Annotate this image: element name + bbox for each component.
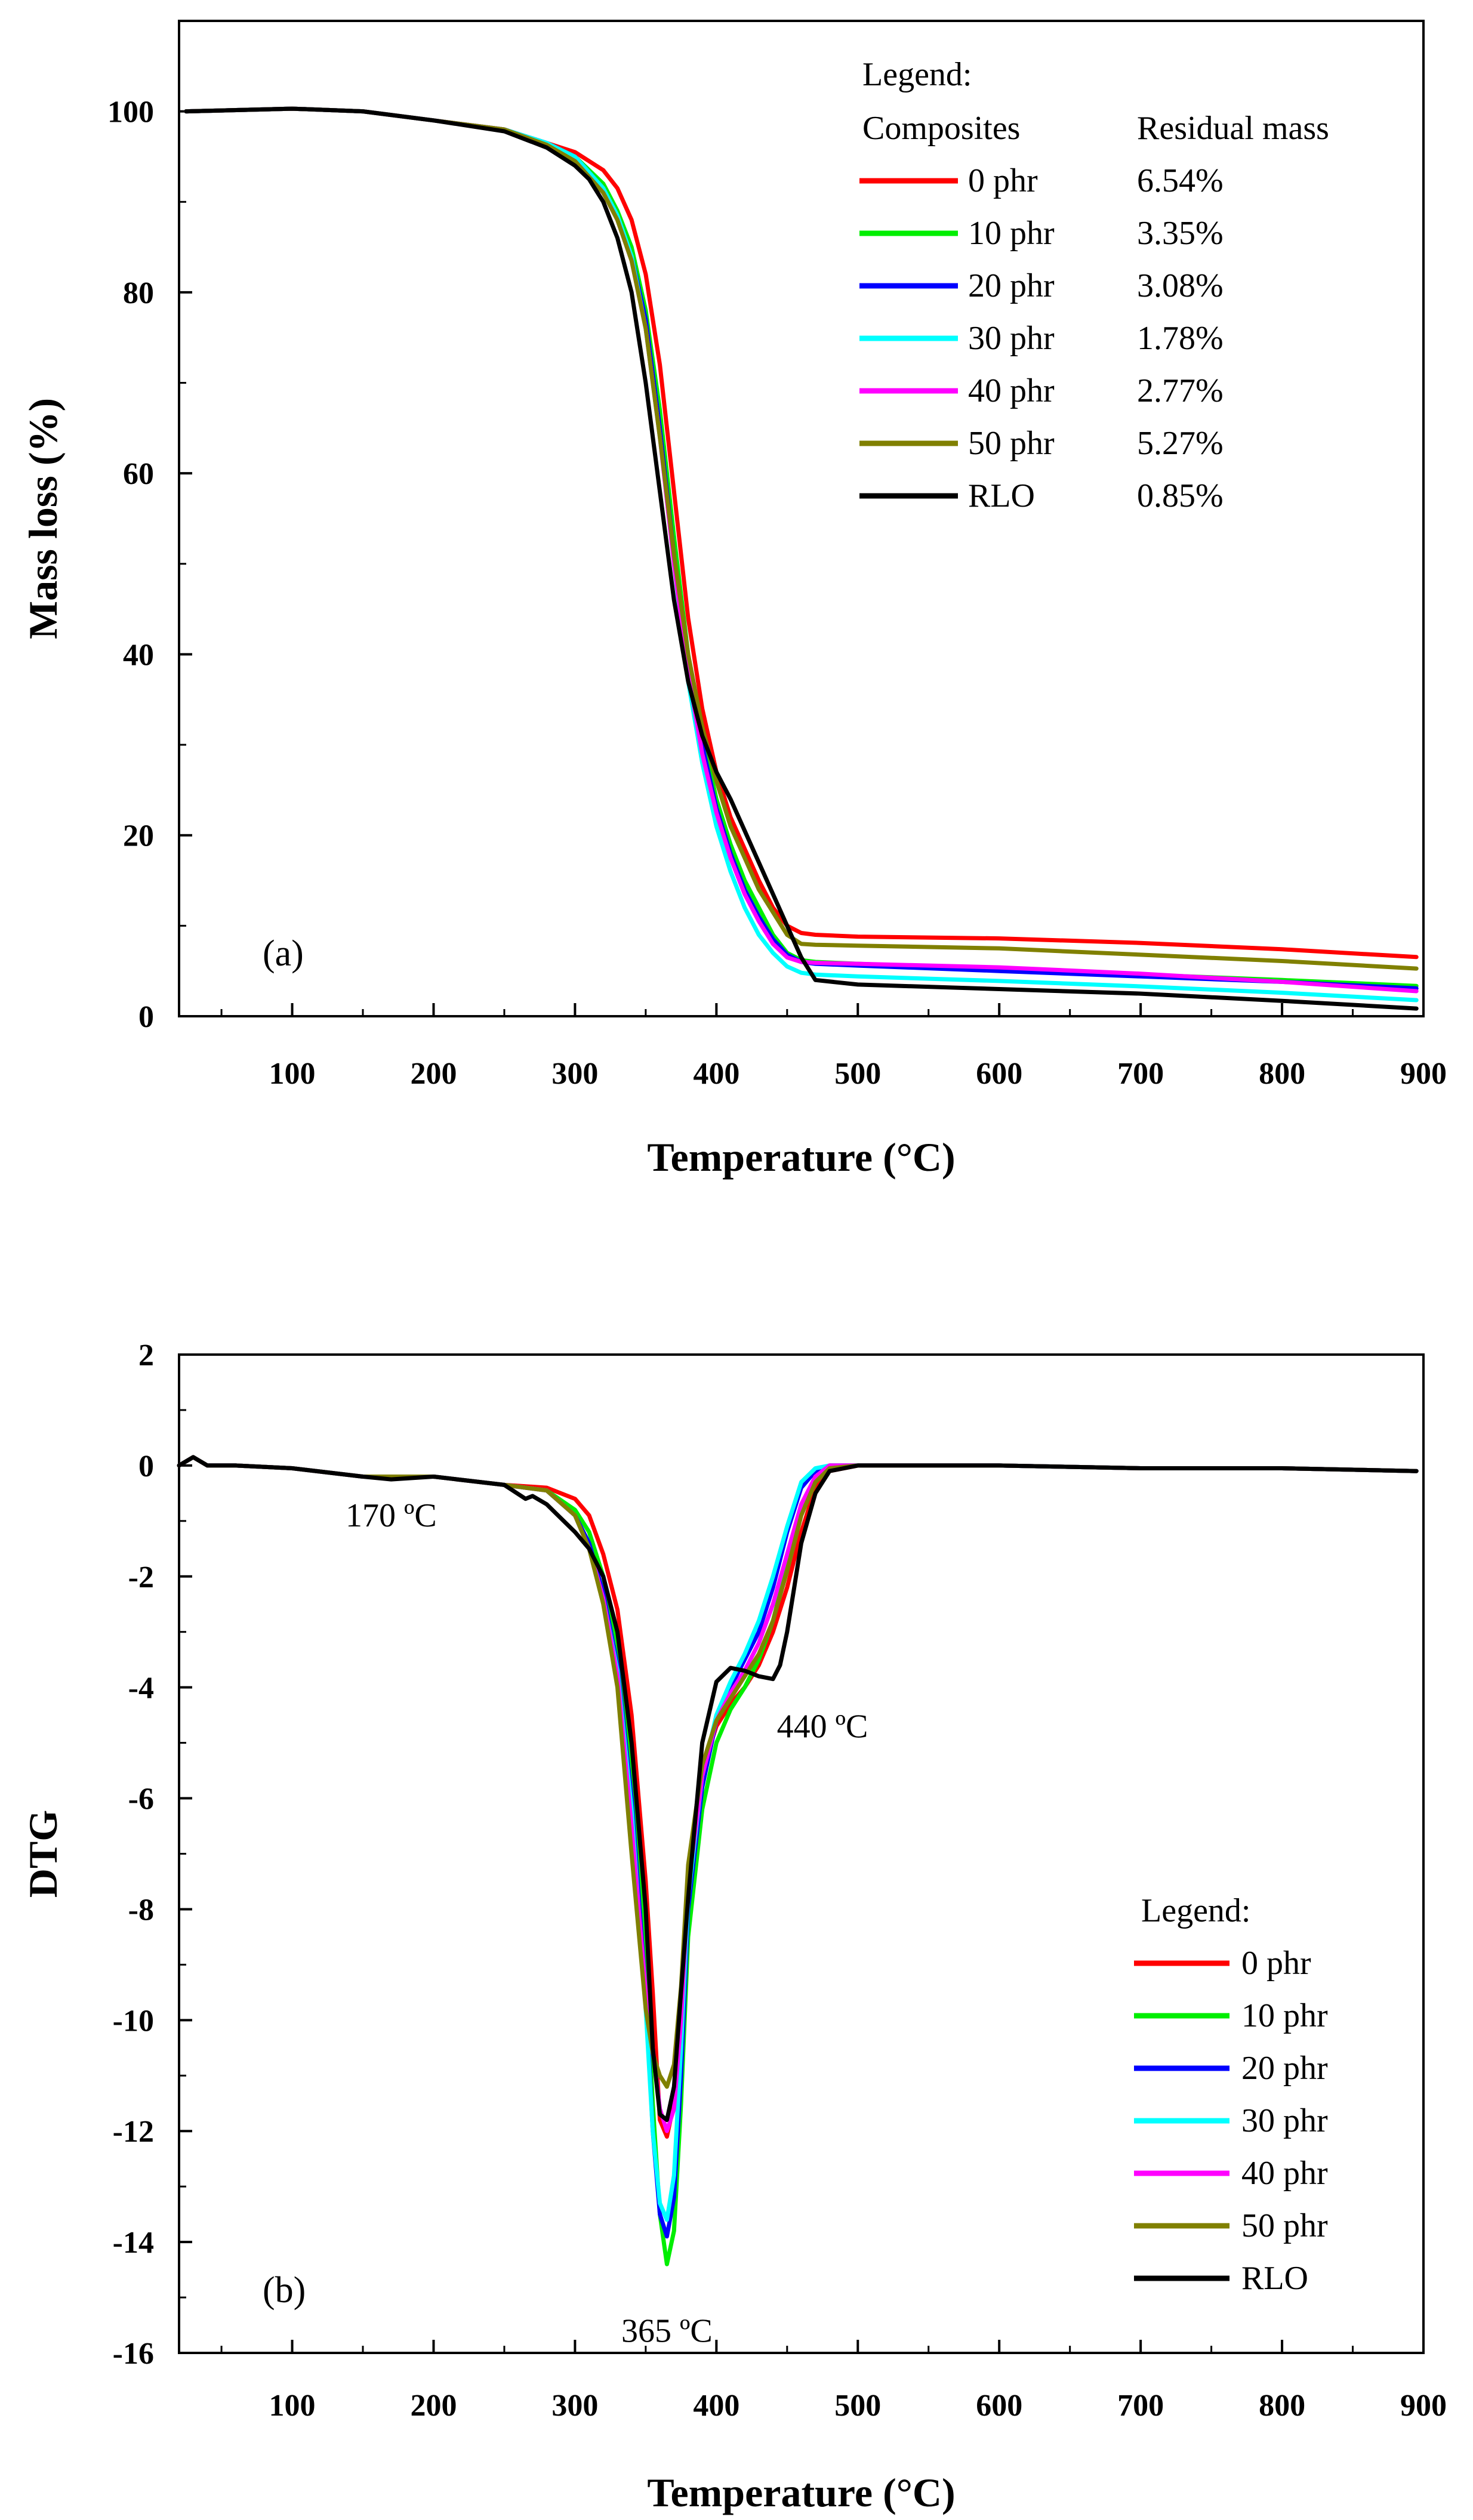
x-tick-label: 700 — [1117, 2389, 1164, 2423]
panel-label: (b) — [263, 2270, 306, 2311]
x-tick-label: 600 — [976, 2389, 1022, 2423]
x-tick-label: 400 — [693, 2389, 739, 2423]
series-line-rlo — [177, 1455, 1419, 2123]
x-axis-title: Temperature (°C) — [647, 2470, 955, 2515]
series-line-40-phr — [184, 106, 1419, 994]
x-tick-label: 200 — [410, 2389, 457, 2423]
series-line-rlo — [184, 106, 1419, 1011]
x-tick-label: 900 — [1400, 1057, 1447, 1091]
panel-a-mass-loss: 100 200 300 400 500 600 700 800 900 0 20 40 60 80 100 T… — [20, 20, 1447, 1180]
legend-entry-residual: 6.54% — [1137, 162, 1224, 199]
x-tick-label: 700 — [1117, 1057, 1164, 1091]
x-axis-title: Temperature (°C) — [647, 1134, 955, 1180]
legend-entry-name: 40 phr — [1241, 2155, 1328, 2192]
legend-entry-residual: 5.27% — [1137, 425, 1224, 462]
x-tick-label: 800 — [1259, 2389, 1305, 2423]
series-line-30-phr — [184, 106, 1419, 1003]
y-tick-label: -14 — [113, 2226, 154, 2260]
legend-header-composites: Composites — [862, 110, 1020, 147]
legend-entry-residual: 3.08% — [1137, 267, 1224, 304]
legend-entry-residual: 2.77% — [1137, 372, 1224, 409]
y-tick-label: 40 — [123, 638, 154, 672]
y-tick-label: 2 — [138, 1338, 154, 1372]
x-tick-label: 500 — [834, 1057, 881, 1091]
panel-b-dtg: 100 200 300 400 500 600 700 800 900 2 0 -2 -4 -6 -8 -10… — [20, 1338, 1447, 2515]
y-tick-label: -2 — [128, 1560, 154, 1594]
legend-entry-name: 10 phr — [1241, 1997, 1328, 2034]
y-tick-label: 60 — [123, 457, 154, 491]
series-line-20-phr — [184, 106, 1419, 991]
y-tick-label: 0 — [138, 1000, 154, 1034]
legend: Legend: 0 phr 10 phr 20 phr 30 phr 40 phr 50 p… — [1134, 1892, 1328, 2297]
annotation-label: 170 ºC — [346, 1497, 437, 1534]
x-tick-label: 900 — [1400, 2389, 1447, 2423]
y-tick-label: -6 — [128, 1782, 154, 1816]
y-axis-title: DTG — [20, 1810, 66, 1898]
legend-entry-residual: 0.85% — [1137, 477, 1224, 514]
legend: Legend: Composites Residual mass 0 phr 6.54%… — [859, 56, 1329, 514]
panel-label: (a) — [263, 933, 304, 974]
y-tick-label: 20 — [123, 819, 154, 853]
y-tick-label: -16 — [113, 2337, 154, 2371]
series-line-50-phr — [184, 106, 1419, 971]
legend-title: Legend: — [1141, 1892, 1250, 1929]
legend-entry-name: 30 phr — [968, 320, 1055, 357]
y-tick-label: -8 — [128, 1893, 154, 1927]
legend-entry-residual: 1.78% — [1137, 320, 1224, 357]
legend-entry-name: 50 phr — [968, 425, 1055, 462]
legend-title: Legend: — [862, 56, 972, 93]
y-axis-title: Mass loss (%) — [20, 398, 66, 639]
legend-entry-name: 0 phr — [968, 162, 1038, 199]
legend-entry-name: RLO — [1241, 2260, 1308, 2297]
y-tick-label: 80 — [123, 276, 154, 310]
legend-header-residual: Residual mass — [1137, 110, 1329, 147]
x-tick-label: 600 — [976, 1057, 1022, 1091]
y-tick-label: -12 — [113, 2115, 154, 2149]
x-tick-label: 300 — [551, 1057, 598, 1091]
x-tick-label: 800 — [1259, 1057, 1305, 1091]
y-tick-label: 0 — [138, 1449, 154, 1483]
legend-entry-name: 40 phr — [968, 372, 1055, 409]
x-tick-label: 100 — [269, 2389, 316, 2423]
legend-entry-residual: 3.35% — [1137, 215, 1224, 252]
x-tick-label: 100 — [269, 1057, 316, 1091]
annotation-label: 365 ºC — [621, 2312, 713, 2349]
annotation-label: 440 ºC — [777, 1708, 868, 1745]
series-line-10-phr — [184, 106, 1419, 988]
legend-entry-name: 20 phr — [1241, 2050, 1328, 2087]
series-line-50-phr — [177, 1455, 1419, 2089]
y-tick-label: 100 — [107, 95, 154, 129]
x-tick-label: 400 — [693, 1057, 739, 1091]
y-tick-label: -10 — [113, 2004, 154, 2038]
x-tick-label: 300 — [551, 2389, 598, 2423]
legend-entry-name: 50 phr — [1241, 2207, 1328, 2244]
series-line-0-phr — [184, 106, 1419, 960]
legend-entry-name: 10 phr — [968, 215, 1055, 252]
x-tick-label: 200 — [410, 1057, 457, 1091]
plot-frame — [178, 20, 1425, 1017]
x-tick-label: 500 — [834, 2389, 881, 2423]
legend-entry-name: 20 phr — [968, 267, 1055, 304]
legend-entry-name: 30 phr — [1241, 2102, 1328, 2139]
legend-entry-name: RLO — [968, 477, 1035, 514]
legend-entry-name: 0 phr — [1241, 1945, 1311, 1982]
y-tick-label: -4 — [128, 1671, 154, 1705]
